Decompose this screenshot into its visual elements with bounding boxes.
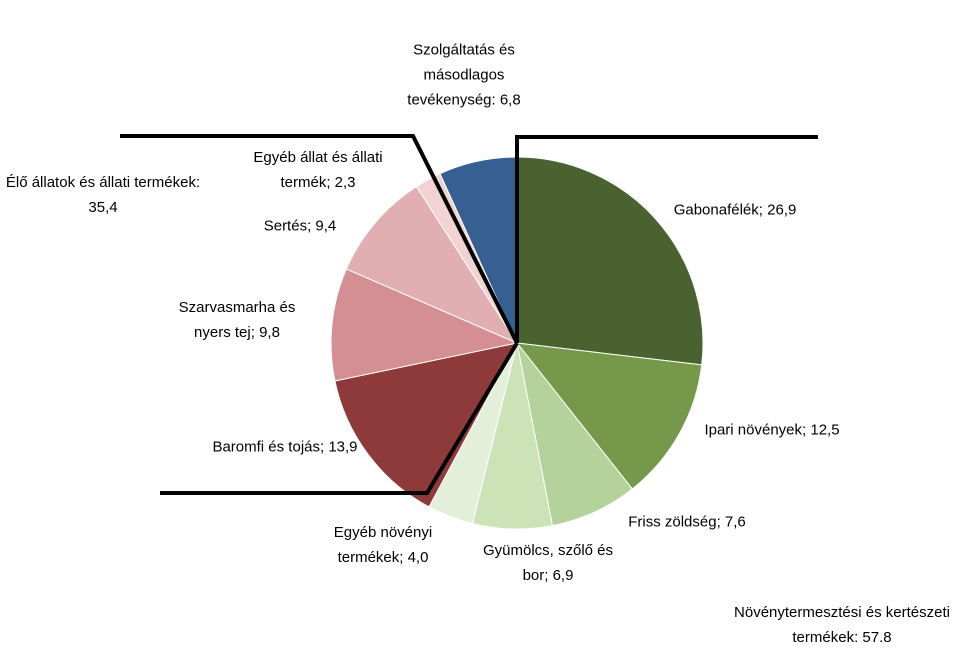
pie-slice — [334, 342, 518, 508]
data-label: Egyéb állat és állati termék; 2,3 — [253, 149, 383, 191]
data-label: Egyéb növényi termékek; 4,0 — [333, 524, 433, 566]
data-label: Friss zöldség; 7,6 — [628, 513, 746, 531]
data-label: Gyümölcs, szőlő és bor; 6,9 — [482, 542, 614, 584]
data-label: Növénytermesztési és kertészeti termékek… — [734, 604, 950, 646]
data-label: Baromfi és tojás; 13,9 — [212, 438, 358, 456]
group-separator — [515, 135, 818, 343]
pie-slice — [330, 268, 519, 382]
group-separator — [120, 134, 519, 344]
data-label: Szolgáltatás és másodlagos tevékenység: … — [407, 41, 521, 109]
data-label: Élő állatok és állati termékek: 35,4 — [5, 174, 201, 216]
data-label: Ipari növények; 12,5 — [704, 421, 840, 439]
pie-slice — [516, 156, 704, 366]
group-separator — [160, 341, 519, 495]
data-label: Sertés; 9,4 — [263, 217, 337, 235]
data-label: Szarvasmarha és nyers tej; 9,8 — [178, 299, 296, 341]
pie-slice — [345, 185, 519, 345]
pie-slice — [515, 342, 703, 490]
data-label: Gabonafélék; 26,9 — [673, 201, 797, 219]
